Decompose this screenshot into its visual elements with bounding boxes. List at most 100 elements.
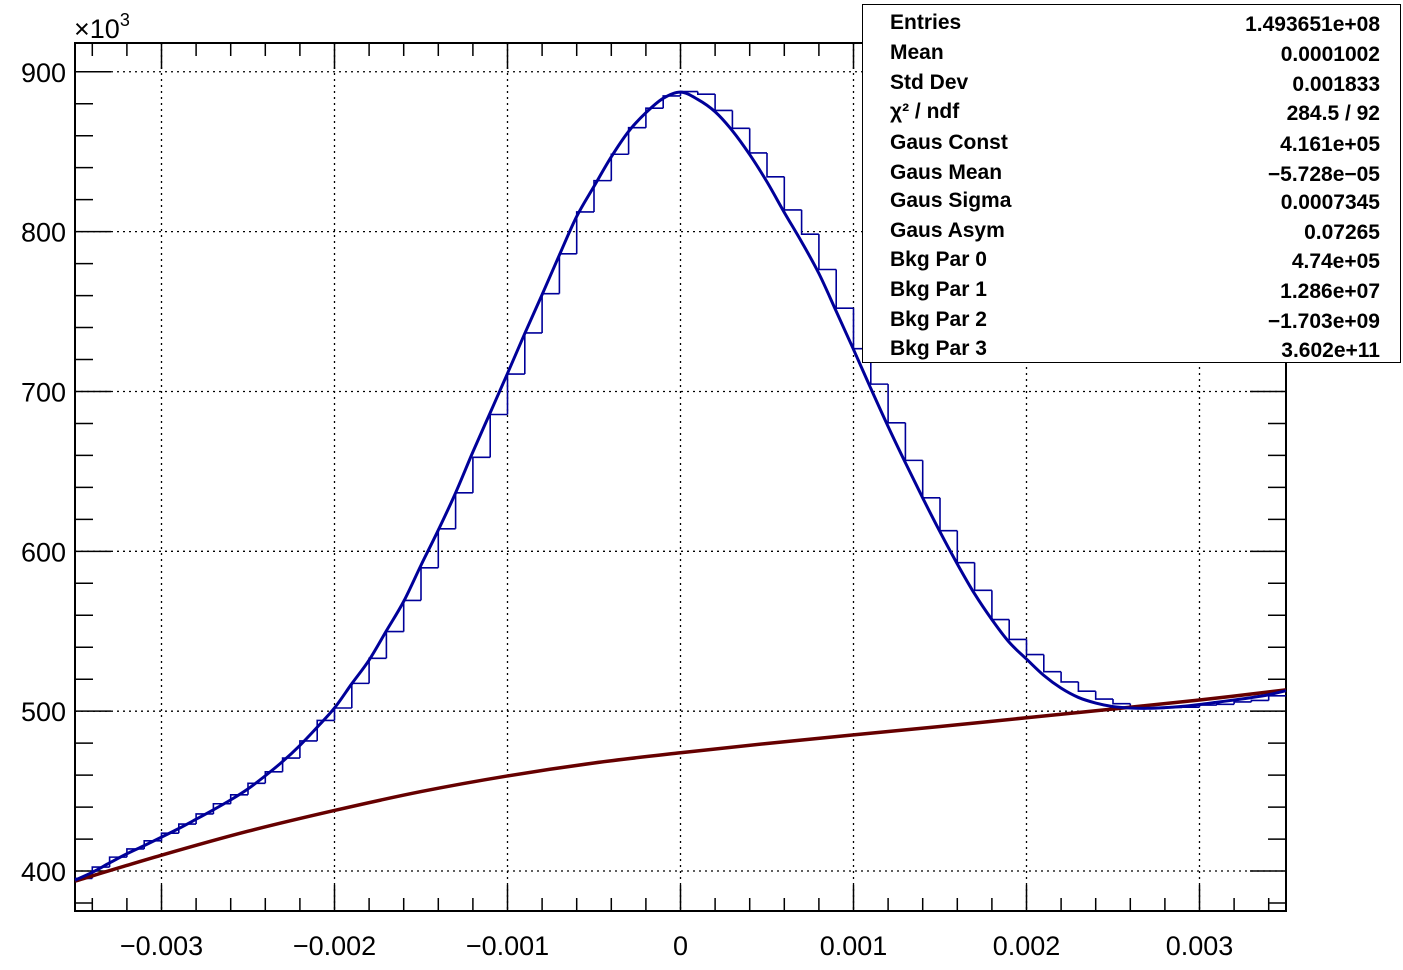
histogram-bin-41 bbox=[783, 176, 802, 211]
stats-name: Gaus Mean bbox=[890, 161, 1003, 184]
histogram-bin-43 bbox=[818, 234, 837, 271]
histogram-bin-31 bbox=[610, 153, 629, 181]
stats-row: χ² / ndf 284.5 / 92 bbox=[863, 98, 1400, 128]
histogram-bin-67 bbox=[1233, 701, 1252, 705]
stats-value: 0.0001002 bbox=[1280, 43, 1380, 66]
histogram-bin-26 bbox=[524, 332, 543, 375]
stats-value: 0.001833 bbox=[1292, 73, 1380, 96]
stats-name: Gaus Asym bbox=[890, 219, 1005, 242]
y-axis-exponent: ×103 bbox=[74, 10, 130, 44]
stats-name: χ² / ndf bbox=[890, 100, 960, 123]
y-tick-label-3: 700 bbox=[21, 377, 66, 407]
total-fit-curve bbox=[74, 90, 1287, 882]
histogram-bin-16 bbox=[351, 682, 370, 708]
histogram-bin-18 bbox=[385, 630, 404, 659]
stats-value: −5.728e−05 bbox=[1267, 163, 1380, 186]
x-tick-label-4: 0.001 bbox=[820, 931, 888, 961]
y-tick-label-1: 500 bbox=[21, 697, 66, 727]
x-tick-label-1: −0.002 bbox=[293, 931, 376, 961]
histogram-bin-13 bbox=[299, 740, 318, 759]
y-tick-label-5: 900 bbox=[21, 58, 66, 88]
histogram-bin-42 bbox=[800, 209, 819, 235]
histogram-bin-32 bbox=[627, 126, 646, 155]
histogram-bin-11 bbox=[264, 770, 283, 784]
histogram-bin-69 bbox=[1267, 695, 1286, 701]
y-tick-label-2: 600 bbox=[21, 537, 66, 567]
histogram-bin-25 bbox=[506, 373, 525, 415]
stats-row: Std Dev 0.001833 bbox=[863, 69, 1400, 99]
histogram-bin-47 bbox=[887, 384, 906, 424]
histogram-bin-27 bbox=[541, 292, 560, 333]
histogram-bin-14 bbox=[316, 719, 335, 741]
histogram-bin-17 bbox=[368, 657, 387, 684]
stats-name: Gaus Const bbox=[890, 131, 1008, 154]
stats-name: Std Dev bbox=[890, 71, 969, 94]
stats-value: 0.0007345 bbox=[1280, 191, 1380, 214]
stats-row: Gaus Asym 0.07265 bbox=[863, 217, 1400, 247]
y-tick-label-4: 800 bbox=[21, 218, 66, 248]
histogram-bin-28 bbox=[558, 253, 577, 294]
histogram-bin-52 bbox=[973, 562, 992, 592]
histogram-bin-57 bbox=[1060, 671, 1079, 683]
histogram-bin-58 bbox=[1077, 681, 1096, 692]
stats-value: 4.74e+05 bbox=[1291, 250, 1380, 273]
histogram-bin-22 bbox=[454, 492, 473, 529]
y-tick-label-0: 400 bbox=[21, 857, 66, 887]
histogram-bin-24 bbox=[489, 413, 508, 458]
histogram-bin-51 bbox=[956, 530, 975, 564]
histogram-bin-50 bbox=[939, 497, 958, 532]
stats-value: 0.07265 bbox=[1304, 221, 1380, 244]
histogram-bin-40 bbox=[766, 152, 785, 178]
stats-row: Bkg Par 0 4.74e+05 bbox=[863, 246, 1400, 276]
histogram-bin-66 bbox=[1216, 703, 1235, 706]
stats-value: 4.161e+05 bbox=[1280, 133, 1380, 156]
histogram-bin-29 bbox=[575, 211, 594, 254]
stats-row: Gaus Mean −5.728e−05 bbox=[863, 159, 1400, 189]
histogram-bin-33 bbox=[645, 107, 664, 128]
histogram-bin-49 bbox=[921, 460, 940, 499]
histogram-bin-56 bbox=[1043, 654, 1062, 673]
stats-row: Gaus Sigma 0.0007345 bbox=[863, 187, 1400, 217]
stats-row: Bkg Par 3 3.602e+11 bbox=[863, 335, 1400, 365]
x-tick-labels: −0.003 −0.002 −0.001 0 0.001 0.002 0.003 bbox=[120, 931, 1233, 961]
histogram-bin-39 bbox=[748, 128, 767, 154]
histogram-bin-37 bbox=[714, 94, 733, 112]
y-tick-labels: 400 500 600 700 800 900 bbox=[21, 58, 66, 887]
histogram-bin-34 bbox=[662, 95, 681, 109]
histogram-bin-54 bbox=[1008, 619, 1027, 641]
histogram-bin-48 bbox=[904, 422, 923, 462]
stats-name: Bkg Par 2 bbox=[890, 308, 987, 331]
histogram-bin-20 bbox=[420, 567, 439, 601]
stats-name: Entries bbox=[890, 11, 962, 34]
histogram-bin-21 bbox=[437, 527, 456, 568]
data-series bbox=[74, 90, 1287, 883]
histogram-bin-38 bbox=[731, 110, 750, 130]
histogram-bin-60 bbox=[1112, 699, 1131, 705]
histogram-bin-44 bbox=[835, 269, 854, 309]
histogram-bin-10 bbox=[247, 782, 266, 795]
background-fit-curve bbox=[74, 688, 1287, 883]
x-tick-label-2: −0.001 bbox=[466, 931, 549, 961]
stats-value: 3.602e+11 bbox=[1281, 339, 1380, 362]
x-tick-label-5: 0.002 bbox=[993, 931, 1061, 961]
histogram-bin-12 bbox=[281, 757, 300, 772]
histogram-bin-19 bbox=[402, 599, 421, 632]
stats-row: Bkg Par 2 −1.703e+09 bbox=[863, 306, 1400, 336]
stats-name: Bkg Par 1 bbox=[890, 278, 987, 301]
x-tick-label-3: 0 bbox=[673, 931, 688, 961]
histogram-bin-68 bbox=[1250, 699, 1269, 702]
stats-row: Mean 0.0001002 bbox=[863, 39, 1400, 69]
x-tick-label-6: 0.003 bbox=[1166, 931, 1234, 961]
histogram-bin-55 bbox=[1025, 639, 1044, 656]
stats-name: Bkg Par 0 bbox=[890, 248, 987, 271]
stats-name: Gaus Sigma bbox=[890, 189, 1012, 212]
stats-row: Bkg Par 1 1.286e+07 bbox=[863, 276, 1400, 306]
stats-row: Entries 1.493651e+08 bbox=[863, 9, 1400, 39]
stats-value: −1.703e+09 bbox=[1267, 310, 1380, 333]
stats-value: 284.5 / 92 bbox=[1286, 102, 1380, 125]
stats-name: Mean bbox=[890, 41, 944, 64]
stats-box: Entries 1.493651e+08 Mean 0.0001002 Std Dev 0… bbox=[862, 4, 1401, 363]
stats-value: 1.493651e+08 bbox=[1245, 13, 1380, 36]
histogram-bin-53 bbox=[991, 590, 1010, 621]
